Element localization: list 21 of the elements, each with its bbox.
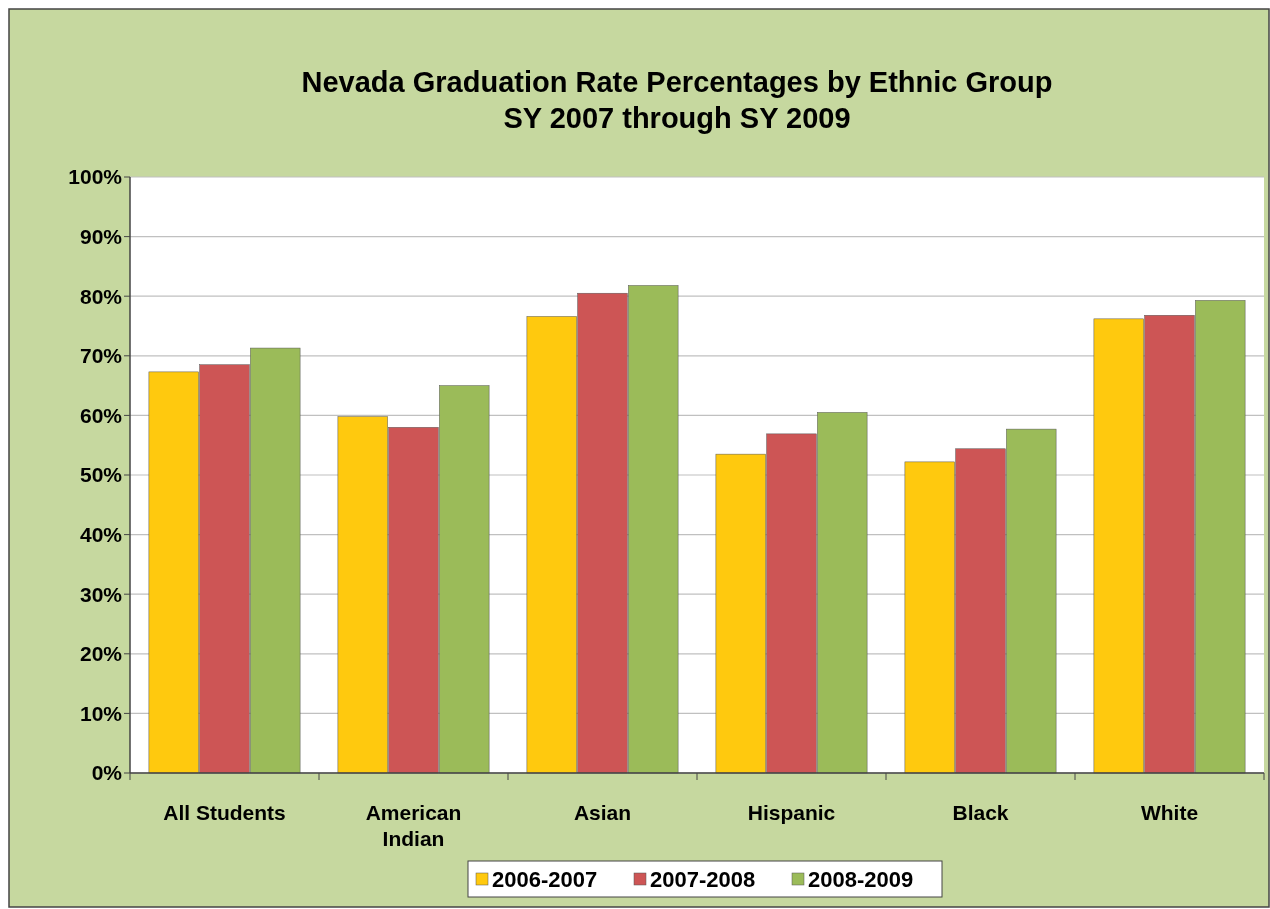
- y-tick-label: 80%: [79, 284, 123, 308]
- y-tick-label: 50%: [79, 463, 123, 487]
- x-tick-label: White: [1140, 801, 1199, 824]
- chart-title: Nevada Graduation Rate Percentages by Ethnic Group SY 2007 through SY 2009: [301, 66, 1053, 134]
- x-tick-label: Black: [952, 801, 1009, 824]
- x-tick-label: American Indian: [365, 801, 462, 850]
- legend-label: 2007-2008: [650, 866, 756, 892]
- y-tick-label: 60%: [79, 403, 123, 427]
- y-tick-label: 40%: [79, 522, 123, 546]
- y-tick-label: 10%: [79, 701, 123, 725]
- y-tick-label: 100%: [68, 165, 123, 189]
- y-tick-label: 0%: [91, 761, 123, 785]
- x-tick-label: Asian: [573, 801, 632, 824]
- legend-label: 2008-2009: [808, 866, 914, 892]
- legend-label: 2006-2007: [492, 866, 598, 892]
- y-tick-label: 20%: [79, 642, 123, 666]
- x-tick-label: All Students: [163, 801, 286, 824]
- y-tick-label: 90%: [79, 224, 123, 248]
- y-tick-label: 70%: [79, 344, 123, 368]
- x-tick-label: Hispanic: [747, 801, 836, 824]
- y-tick-label: 30%: [79, 582, 123, 606]
